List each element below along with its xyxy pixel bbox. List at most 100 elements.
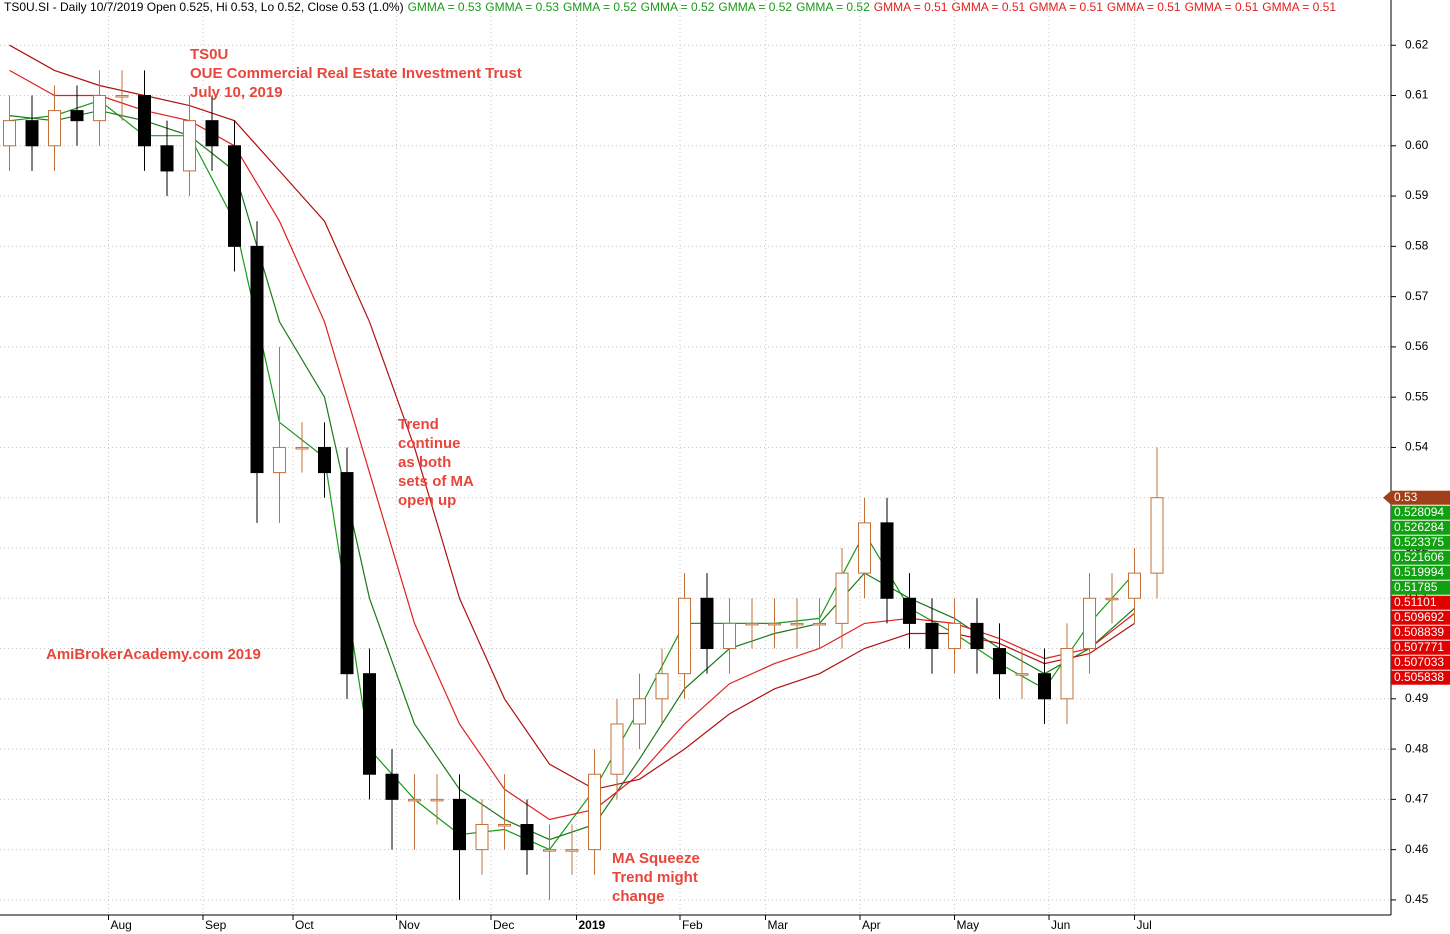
title-gmma: GMMA = 0.51 [1029, 0, 1103, 14]
annotations: TS0U OUE Commercial Real Estate Investme… [46, 46, 700, 905]
annotation: TS0U [190, 46, 228, 63]
y-tick-label: 0.45 [1405, 892, 1429, 906]
gmma-line [9, 99, 1135, 851]
candle-body [678, 597, 691, 675]
last-value-labels: 0.530.5280940.5262840.5233750.5216060.51… [1383, 490, 1450, 685]
last-value: 0.523375 [1391, 535, 1450, 550]
annotation: Trend [398, 416, 439, 433]
candle-body [70, 110, 84, 122]
title-gmma: GMMA = 0.51 [874, 0, 948, 14]
y-tick-label: 0.54 [1405, 440, 1429, 454]
title-gmma: GMMA = 0.51 [1185, 0, 1259, 14]
last-value: 0.507771 [1391, 640, 1450, 655]
x-tick-label: Aug [111, 918, 132, 932]
value-label: 0.51101 [1394, 595, 1437, 609]
value-box [1391, 655, 1450, 670]
value-label: 0.508839 [1394, 625, 1444, 639]
title-gmma: GMMA = 0.51 [951, 0, 1025, 14]
candle-body [768, 622, 781, 626]
candle-body [385, 773, 399, 800]
candle-body [48, 110, 61, 147]
value-label: 0.507771 [1394, 640, 1444, 654]
candle-body [25, 120, 39, 147]
candles [3, 70, 1164, 900]
value-box [1391, 490, 1450, 505]
annotation: sets of MA [398, 473, 474, 490]
candle-body [565, 849, 579, 852]
value-label: 0.521606 [1394, 550, 1444, 564]
y-tick-label: 0.62 [1405, 37, 1429, 51]
last-value: 0.51785 [1391, 580, 1450, 595]
candle-body [3, 120, 16, 147]
value-box [1391, 550, 1450, 565]
value-box [1391, 595, 1450, 610]
last-value: 0.53 [1383, 490, 1450, 505]
candle-body [858, 522, 871, 574]
candle-body [813, 622, 826, 626]
candle-body [543, 849, 556, 852]
y-tick-label: 0.55 [1405, 389, 1429, 403]
annotation: OUE Commercial Real Estate Investment Tr… [190, 65, 522, 82]
x-tick-label: Sep [205, 918, 227, 932]
candle-body [318, 446, 331, 474]
annotation: change [612, 888, 665, 905]
candle-body [925, 622, 939, 650]
value-label: 0.507033 [1394, 655, 1444, 669]
last-value: 0.508839 [1391, 625, 1450, 640]
candle-body [340, 472, 354, 675]
value-label: 0.523375 [1394, 535, 1444, 549]
candle-body [588, 773, 601, 851]
title-gmma: GMMA = 0.53 [485, 0, 559, 14]
y-tick-label: 0.56 [1405, 339, 1429, 353]
last-value: 0.505838 [1391, 670, 1450, 685]
title-text: TS0U.SI - Daily 10/7/2019 Open 0.525, Hi… [4, 0, 404, 14]
candle-body [655, 673, 669, 700]
y-tick-label: 0.48 [1405, 741, 1429, 755]
candle-body [633, 698, 646, 725]
x-tick-label: Jun [1051, 918, 1070, 932]
candle-body [970, 622, 984, 650]
x-tick-label: Apr [862, 918, 881, 932]
title-gmma: GMMA = 0.53 [408, 0, 482, 14]
last-value: 0.509692 [1391, 610, 1450, 625]
annotation: as both [398, 454, 451, 471]
value-label: 0.53 [1394, 490, 1418, 504]
y-tick-label: 0.49 [1405, 691, 1429, 705]
candle-body [475, 824, 489, 851]
title-gmma: GMMA = 0.51 [1107, 0, 1181, 14]
y-tick-label: 0.59 [1405, 188, 1429, 202]
candle-body [723, 622, 736, 650]
candle-body [1083, 597, 1096, 650]
x-tick-label: Feb [682, 918, 703, 932]
value-box [1391, 625, 1450, 640]
gmma-line [9, 44, 1135, 790]
candle-body [1128, 572, 1141, 599]
x-tick-label: Oct [295, 918, 314, 932]
value-box [1391, 670, 1450, 685]
x-tick-label: Jul [1137, 918, 1152, 932]
candle-body [453, 798, 466, 851]
chart-title: TS0U.SI - Daily 10/7/2019 Open 0.525, Hi… [4, 0, 1336, 14]
value-box [1391, 565, 1450, 580]
y-tick-label: 0.46 [1405, 842, 1429, 856]
candle-body [700, 597, 714, 650]
annotation: MA Squeeze [612, 850, 700, 867]
candle-body [138, 95, 151, 147]
candle-body [610, 723, 624, 775]
value-box [1391, 640, 1450, 655]
title-gmma: GMMA = 0.52 [563, 0, 637, 14]
value-label: 0.505838 [1394, 670, 1444, 684]
x-tick-label: Mar [768, 918, 789, 932]
candle-body [993, 648, 1006, 675]
candle-body [1105, 597, 1119, 601]
candle-body [430, 798, 444, 802]
grid [0, 0, 1391, 915]
y-tick-label: 0.57 [1405, 289, 1429, 303]
last-value: 0.526284 [1391, 520, 1450, 535]
value-box [1391, 505, 1450, 520]
title-gmma: GMMA = 0.51 [1262, 0, 1336, 14]
candle-body [880, 522, 894, 599]
value-label: 0.509692 [1394, 610, 1444, 624]
title-gmma: GMMA = 0.52 [718, 0, 792, 14]
